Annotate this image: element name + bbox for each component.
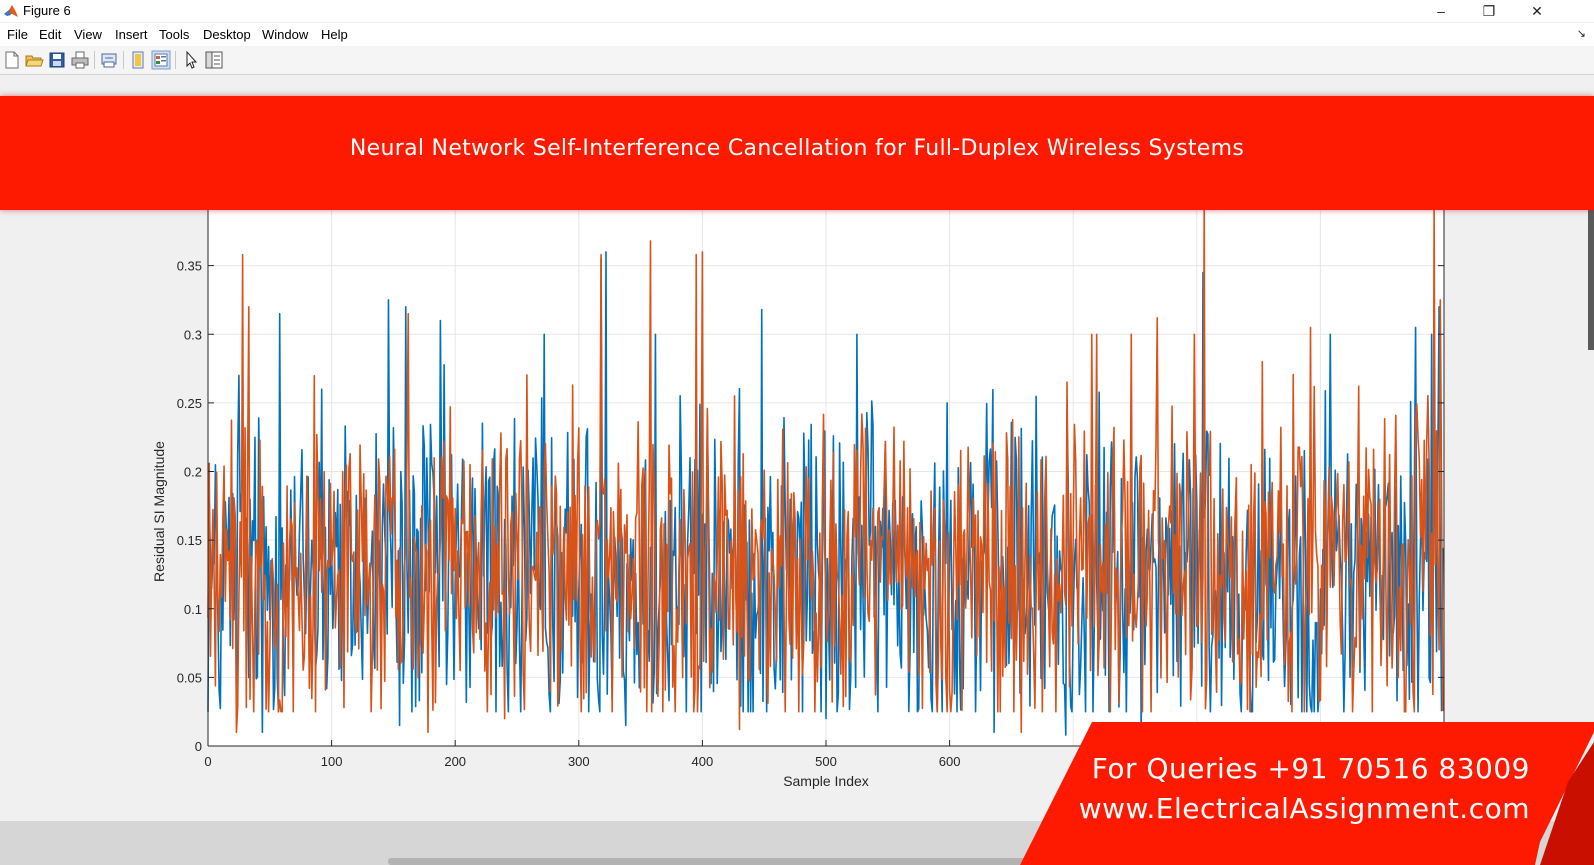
- title-banner: Neural Network Self-Interference Cancell…: [0, 96, 1594, 210]
- print-icon[interactable]: [70, 50, 90, 70]
- y-tick-label: 0.3: [184, 327, 202, 342]
- line-chart[interactable]: 0 100 200 300 400 500 600 0 0.05 0.1 0.15 0.2 0.25 0.…: [0, 76, 1594, 821]
- x-tick-label: 500: [815, 754, 837, 769]
- menu-bar: File Edit View Insert Tools Desktop Wind…: [0, 23, 1594, 46]
- tick-labels: 0 100 200 300 400 500 600 0 0.05 0.1 0.15 0.2 0.25 0.…: [177, 259, 961, 769]
- contact-overlay-shape: [1020, 722, 1594, 865]
- y-tick-label: 0.15: [177, 533, 202, 548]
- menu-edit[interactable]: Edit: [39, 27, 62, 42]
- x-tick-label: 600: [939, 754, 961, 769]
- y-tick-label: 0.2: [184, 465, 202, 480]
- menu-view[interactable]: View: [74, 27, 102, 42]
- window-title-bar: Figure 6 – ❐ ✕: [0, 0, 1594, 22]
- y-tick-label: 0.05: [177, 670, 202, 685]
- horizontal-scrollbar[interactable]: [388, 858, 1204, 865]
- x-tick-label: 300: [568, 754, 590, 769]
- y-tick-label: 0: [195, 739, 202, 754]
- contact-phone: For Queries +91 70516 83009: [1091, 752, 1530, 785]
- menu-window[interactable]: Window: [262, 27, 309, 42]
- print-preview-icon[interactable]: [99, 50, 119, 70]
- y-tick-label: 0.1: [184, 602, 202, 617]
- menu-desktop[interactable]: Desktop: [203, 27, 251, 42]
- menu-help[interactable]: Help: [321, 27, 348, 42]
- property-inspector-icon[interactable]: [204, 50, 224, 70]
- banner-title: Neural Network Self-Interference Cancell…: [349, 136, 1245, 161]
- chart-series: [207, 196, 1444, 736]
- x-tick-label: 100: [321, 754, 343, 769]
- figure-toolbar: [0, 46, 1594, 75]
- x-tick-label: 200: [444, 754, 466, 769]
- restore-icon[interactable]: ❐: [1482, 3, 1496, 19]
- show-plot-tools-icon[interactable]: [151, 50, 171, 70]
- y-tick-label: 0.25: [177, 396, 202, 411]
- dock-arrow-icon[interactable]: ↘: [1576, 28, 1586, 40]
- x-tick-label: 0: [204, 754, 211, 769]
- hide-plot-tools-icon[interactable]: [128, 50, 148, 70]
- matlab-logo-icon: [4, 5, 18, 17]
- minimize-icon[interactable]: –: [1437, 3, 1445, 19]
- save-icon[interactable]: [47, 50, 67, 70]
- close-icon[interactable]: ✕: [1531, 3, 1543, 19]
- open-file-icon[interactable]: [24, 50, 44, 70]
- x-tick-label: 400: [692, 754, 714, 769]
- window-title: Figure 6: [23, 3, 71, 18]
- menu-file[interactable]: File: [7, 27, 28, 42]
- contact-website[interactable]: www.ElectricalAssignment.com: [1078, 792, 1530, 825]
- y-axis-label: Residual SI Magnitude: [151, 441, 167, 582]
- y-tick-label: 0.35: [177, 259, 202, 274]
- toolbar-separator: [175, 51, 176, 69]
- new-figure-icon[interactable]: [2, 50, 22, 70]
- menu-insert[interactable]: Insert: [115, 27, 148, 42]
- toolbar-separator: [123, 51, 124, 69]
- toolbar-separator: [94, 51, 95, 69]
- menu-tools[interactable]: Tools: [159, 27, 190, 42]
- x-axis-label: Sample Index: [783, 773, 869, 789]
- series-line-orange: [207, 196, 1444, 734]
- edit-plot-pointer-icon[interactable]: [181, 50, 201, 70]
- vertical-scrollbar[interactable]: [1588, 140, 1594, 350]
